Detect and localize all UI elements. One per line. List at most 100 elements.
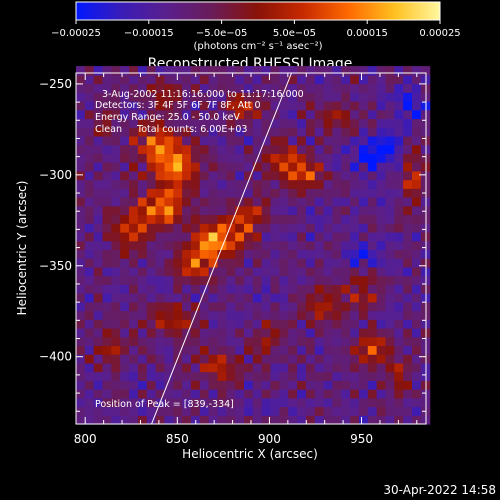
heatmap-cell: [190, 336, 201, 347]
heatmap-cell: [376, 293, 387, 303]
heatmap-cell: [217, 327, 227, 338]
heatmap-cell: [235, 170, 245, 181]
heatmap-cell: [305, 144, 316, 154]
heatmap-cell: [358, 406, 369, 416]
heatmap-cell: [367, 354, 378, 364]
heatmap-cell: [199, 170, 210, 181]
heatmap-cell: [226, 310, 236, 320]
heatmap-cell: [376, 135, 387, 146]
heatmap-cell: [235, 275, 245, 285]
heatmap-cell: [155, 327, 166, 338]
heatmap-cell: [155, 319, 166, 329]
heatmap-cell: [120, 397, 130, 408]
heatmap-cell: [394, 127, 404, 137]
heatmap-cell: [226, 397, 236, 408]
heatmap-cell: [226, 415, 236, 425]
heatmap-cell: [367, 258, 378, 268]
heatmap-cell: [120, 231, 130, 242]
heatmap-cell: [367, 249, 378, 259]
heatmap-cell: [341, 249, 351, 259]
heatmap-cell: [297, 74, 307, 85]
heatmap-cell: [350, 406, 360, 416]
heatmap-cell: [102, 380, 112, 390]
heatmap-cell: [120, 319, 130, 329]
heatmap-cell: [403, 214, 413, 224]
heatmap-cell: [93, 153, 104, 163]
heatmap-cell: [288, 258, 298, 268]
heatmap-cell: [111, 223, 121, 233]
heatmap-cell: [367, 240, 378, 251]
heatmap-cell: [111, 144, 121, 154]
heatmap-cell: [235, 135, 245, 146]
heatmap-cell: [323, 406, 334, 416]
heatmap-cell: [164, 127, 174, 137]
heatmap-cell: [403, 179, 413, 189]
heatmap-cell: [358, 197, 369, 207]
heatmap-cell: [235, 214, 245, 224]
heatmap-cell: [84, 170, 95, 181]
heatmap-cell: [367, 66, 378, 76]
heatmap-cell: [146, 188, 157, 198]
heatmap-cell: [173, 231, 183, 242]
heatmap-cell: [164, 170, 174, 181]
heatmap-cell: [146, 170, 157, 181]
heatmap-cell: [376, 179, 387, 189]
heatmap-cell: [288, 83, 298, 93]
heatmap-cell: [297, 197, 307, 207]
heatmap-cell: [208, 214, 219, 224]
heatmap-cell: [323, 336, 334, 347]
heatmap-cell: [182, 275, 192, 285]
heatmap-cell: [358, 101, 369, 111]
heatmap-cell: [341, 319, 351, 329]
heatmap-cell: [129, 127, 139, 137]
heatmap-cell: [314, 127, 325, 137]
heatmap-cell: [412, 380, 422, 390]
heatmap-cell: [235, 327, 245, 338]
heatmap-cell: [93, 336, 104, 347]
heatmap-cell: [93, 345, 104, 355]
heatmap-cell: [412, 362, 422, 373]
heatmap-cell: [217, 415, 227, 425]
heatmap-cell: [323, 389, 334, 399]
heatmap-cell: [146, 205, 157, 216]
heatmap-cell: [288, 101, 298, 111]
heatmap-cell: [314, 310, 325, 320]
heatmap-cell: [111, 135, 121, 146]
heatmap-cell: [279, 362, 289, 373]
heatmap-cell: [279, 101, 289, 111]
heatmap-cell: [173, 345, 183, 355]
heatmap-cell: [252, 83, 263, 93]
heatmap-cell: [146, 127, 157, 137]
heatmap-cell: [367, 415, 378, 425]
heatmap-cell: [182, 301, 192, 312]
heatmap-cell: [252, 310, 263, 320]
heatmap-cell: [376, 83, 387, 93]
heatmap-cell: [173, 101, 183, 111]
heatmap-cell: [199, 240, 210, 251]
heatmap-cell: [137, 74, 148, 85]
heatmap-cell: [226, 66, 236, 76]
heatmap-cell: [412, 197, 422, 207]
heatmap-cell: [155, 144, 166, 154]
heatmap-cell: [182, 345, 192, 355]
heatmap-cell: [279, 345, 289, 355]
heatmap-cell: [208, 153, 219, 163]
y-tick-label: −350: [39, 259, 72, 273]
heatmap-cell: [341, 188, 351, 198]
heatmap-cell: [341, 266, 351, 277]
heatmap-cell: [412, 406, 422, 416]
heatmap-cell: [208, 406, 219, 416]
heatmap-cell: [394, 319, 404, 329]
heatmap-cell: [332, 397, 342, 408]
heatmap-cell: [129, 135, 139, 146]
heatmap-cell: [350, 389, 360, 399]
heatmap-cell: [323, 415, 334, 425]
heatmap-cell: [305, 293, 316, 303]
heatmap-cell: [137, 92, 148, 102]
heatmap-cell: [93, 371, 104, 381]
heatmap-cell: [84, 275, 95, 285]
heatmap-cell: [385, 231, 395, 242]
heatmap-cell: [323, 66, 334, 76]
heatmap-cell: [305, 188, 316, 198]
heatmap-cell: [217, 362, 227, 373]
